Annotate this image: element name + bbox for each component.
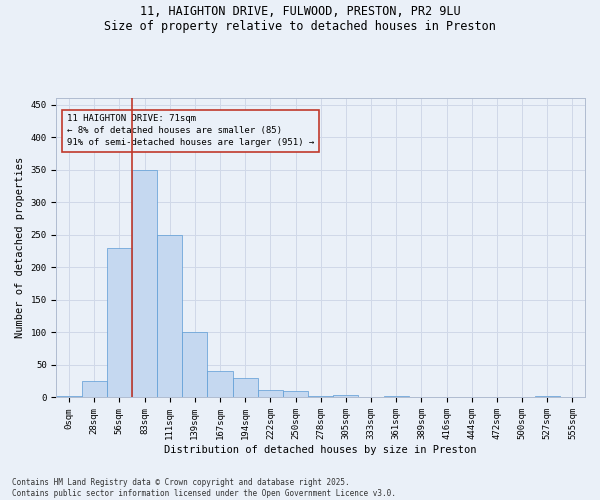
Text: 11 HAIGHTON DRIVE: 71sqm
← 8% of detached houses are smaller (85)
91% of semi-de: 11 HAIGHTON DRIVE: 71sqm ← 8% of detache… bbox=[67, 114, 314, 147]
X-axis label: Distribution of detached houses by size in Preston: Distribution of detached houses by size … bbox=[164, 445, 477, 455]
Bar bbox=[535, 396, 560, 398]
Bar bbox=[560, 397, 585, 398]
Bar bbox=[157, 234, 182, 398]
Bar bbox=[82, 381, 107, 398]
Bar bbox=[107, 248, 132, 398]
Text: Contains HM Land Registry data © Crown copyright and database right 2025.
Contai: Contains HM Land Registry data © Crown c… bbox=[12, 478, 396, 498]
Bar bbox=[258, 390, 283, 398]
Y-axis label: Number of detached properties: Number of detached properties bbox=[15, 157, 25, 338]
Bar bbox=[56, 396, 82, 398]
Text: 11, HAIGHTON DRIVE, FULWOOD, PRESTON, PR2 9LU
Size of property relative to detac: 11, HAIGHTON DRIVE, FULWOOD, PRESTON, PR… bbox=[104, 5, 496, 33]
Bar bbox=[233, 378, 258, 398]
Bar bbox=[333, 395, 358, 398]
Bar bbox=[308, 396, 333, 398]
Bar bbox=[208, 372, 233, 398]
Bar bbox=[182, 332, 208, 398]
Bar bbox=[132, 170, 157, 398]
Bar bbox=[383, 396, 409, 398]
Bar bbox=[283, 391, 308, 398]
